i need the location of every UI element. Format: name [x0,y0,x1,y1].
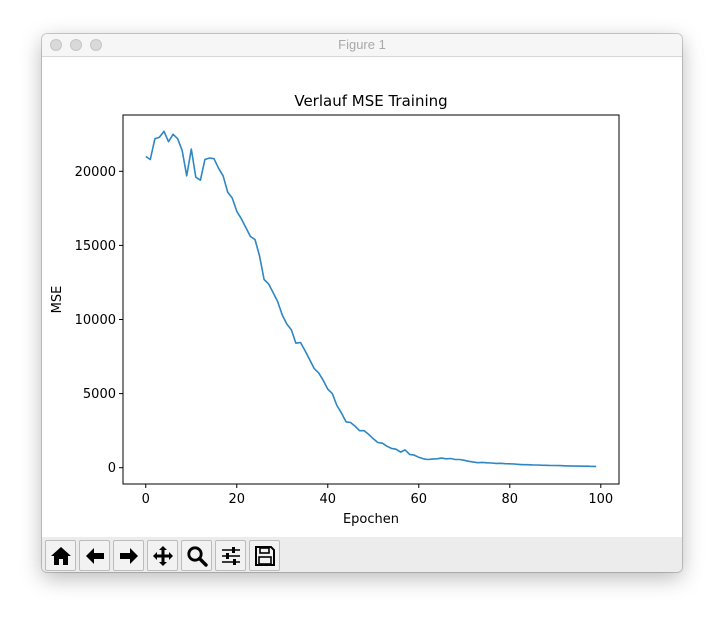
home-button[interactable] [45,540,76,571]
chart-title: Verlauf MSE Training [294,92,447,110]
title-bar[interactable]: Figure 1 [42,34,682,57]
y-axis-label: MSE [50,286,65,314]
minimize-window-button[interactable] [70,39,82,51]
close-window-button[interactable] [50,39,62,51]
x-tick-label: 80 [502,492,519,507]
y-tick-label: 20000 [75,165,116,180]
back-button[interactable] [79,540,110,571]
window-title: Figure 1 [338,37,386,52]
zoom-button[interactable] [181,540,212,571]
x-tick-label: 60 [411,492,428,507]
move-icon [152,545,173,566]
y-tick-label: 5000 [83,387,116,402]
x-tick-label: 20 [228,492,245,507]
arrow-left-icon [85,547,104,564]
x-tick-label: 40 [319,492,336,507]
magnifier-icon [186,545,208,567]
x-tick-label: 0 [142,492,150,507]
y-tick-label: 0 [108,461,116,476]
configure-subplots-button[interactable] [215,540,246,571]
home-icon [50,546,71,565]
save-button[interactable] [249,540,280,571]
axes-frame [122,114,620,485]
sliders-icon [221,546,240,565]
zoom-window-button[interactable] [90,39,102,51]
y-tick-label: 15000 [75,239,116,254]
navigation-toolbar [42,537,682,572]
arrow-right-icon [119,547,138,564]
figure-background [42,57,682,537]
figure-canvas[interactable]: Verlauf MSE Training 0 20 40 60 80 100 0 5000 10… [42,57,682,537]
forward-button[interactable] [113,540,144,571]
floppy-disk-icon [254,545,275,566]
mse-series-line [145,130,597,468]
mse-line-chart[interactable]: Verlauf MSE Training 0 20 40 60 80 100 0 5000 10… [42,57,682,537]
x-tick-label: 100 [588,492,613,507]
x-axis-label: Epochen [343,512,399,527]
figure-window: Figure 1 Verlauf MSE Training 0 20 40 60 80 1… [42,34,682,572]
y-tick-label: 10000 [75,313,116,328]
pan-button[interactable] [147,540,178,571]
